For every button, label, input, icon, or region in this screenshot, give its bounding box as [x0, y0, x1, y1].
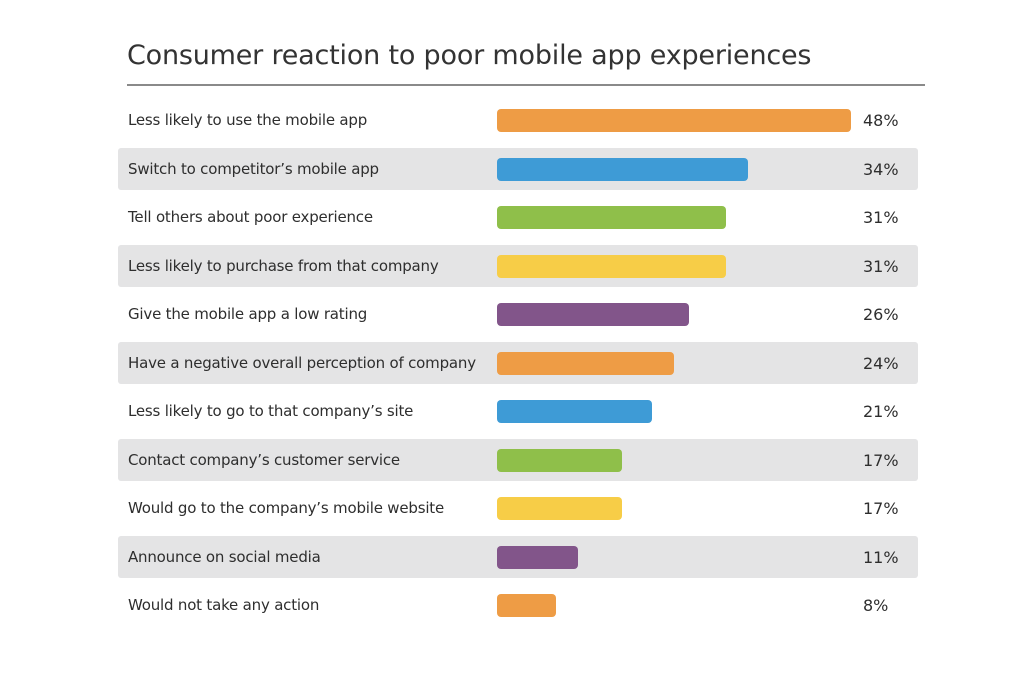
chart-row: Switch to competitor’s mobile app 34%: [118, 148, 918, 190]
chart-row: Announce on social media 11%: [118, 536, 918, 578]
category-label: Would not take any action: [128, 596, 320, 614]
bar: [497, 449, 622, 472]
bar: [497, 255, 726, 278]
chart-row: Less likely to purchase from that compan…: [118, 245, 918, 287]
value-label: 31%: [863, 208, 899, 227]
chart-row: Would go to the company’s mobile website…: [118, 487, 918, 529]
bar: [497, 546, 578, 569]
chart-title: Consumer reaction to poor mobile app exp…: [127, 40, 812, 71]
value-label: 34%: [863, 160, 899, 179]
value-label: 17%: [863, 499, 899, 518]
bar: [497, 352, 674, 375]
chart-row: Have a negative overall perception of co…: [118, 342, 918, 384]
value-label: 21%: [863, 402, 899, 421]
category-label: Contact company’s customer service: [128, 451, 400, 469]
category-label: Tell others about poor experience: [128, 208, 373, 226]
category-label: Have a negative overall perception of co…: [128, 354, 476, 372]
value-label: 8%: [863, 596, 889, 615]
category-label: Less likely to purchase from that compan…: [128, 257, 439, 275]
category-label: Would go to the company’s mobile website: [128, 499, 445, 517]
category-label: Less likely to go to that company’s site: [128, 402, 414, 420]
value-label: 17%: [863, 451, 899, 470]
bar: [497, 109, 851, 132]
chart-row: Tell others about poor experience 31%: [118, 196, 918, 238]
bar: [497, 206, 726, 229]
chart-row: Less likely to use the mobile app 48%: [118, 99, 918, 141]
bar: [497, 497, 622, 520]
chart-row: Less likely to go to that company’s site…: [118, 390, 918, 432]
chart-row: Contact company’s customer service 17%: [118, 439, 918, 481]
bar: [497, 158, 748, 181]
value-label: 48%: [863, 111, 899, 130]
value-label: 26%: [863, 305, 899, 324]
category-label: Announce on social media: [128, 548, 321, 566]
chart-row: Would not take any action 8%: [118, 584, 918, 626]
title-divider: [127, 84, 925, 86]
category-label: Less likely to use the mobile app: [128, 111, 368, 129]
bar: [497, 594, 556, 617]
bar: [497, 303, 689, 326]
value-label: 24%: [863, 354, 899, 373]
value-label: 11%: [863, 548, 899, 567]
category-label: Switch to competitor’s mobile app: [128, 160, 379, 178]
bar: [497, 400, 652, 423]
category-label: Give the mobile app a low rating: [128, 305, 368, 323]
value-label: 31%: [863, 257, 899, 276]
chart-row: Give the mobile app a low rating 26%: [118, 293, 918, 335]
